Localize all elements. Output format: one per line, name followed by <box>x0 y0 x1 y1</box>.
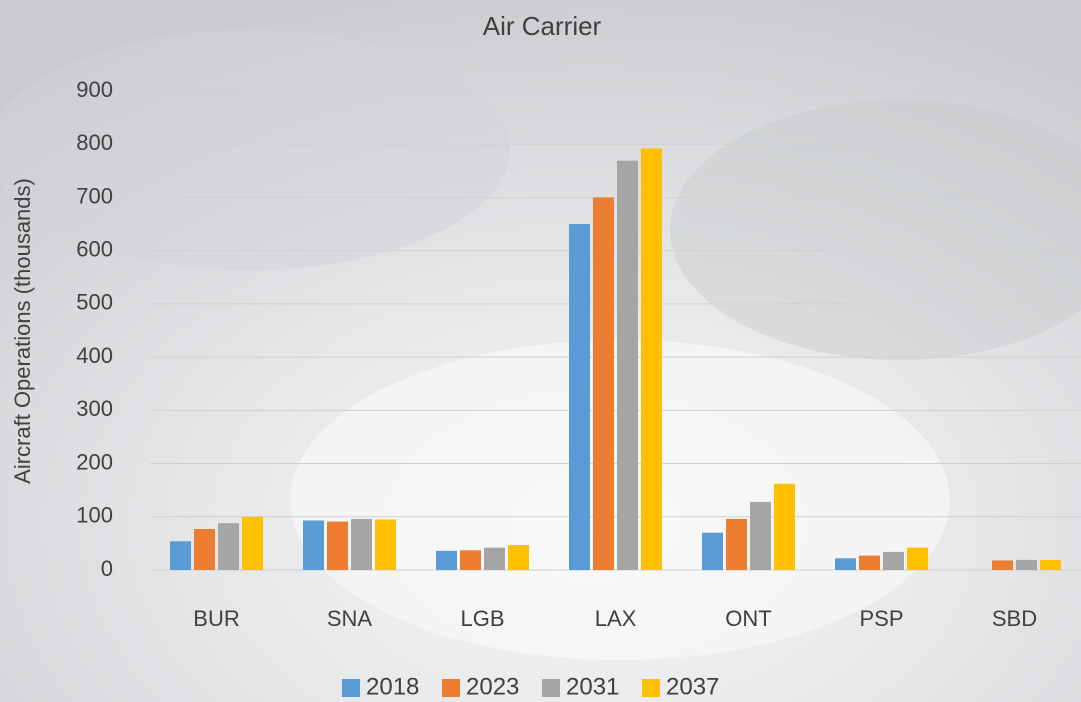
y-tick-label: 300 <box>76 396 113 421</box>
bar <box>641 148 662 570</box>
bar <box>194 529 215 570</box>
bar <box>218 523 239 570</box>
y-tick-label: 100 <box>76 503 113 528</box>
y-tick-label: 200 <box>76 449 113 474</box>
y-tick-label: 600 <box>76 236 113 261</box>
bar <box>460 550 481 570</box>
bar <box>436 551 457 570</box>
bar <box>835 558 856 570</box>
y-tick-label: 400 <box>76 343 113 368</box>
chart: Air Carrier Aircraft Operations (thousan… <box>0 0 1081 702</box>
legend-label: 2023 <box>466 673 519 700</box>
bar <box>569 224 590 570</box>
y-tick-label: 700 <box>76 183 113 208</box>
bar <box>327 522 348 570</box>
bar <box>242 517 263 570</box>
legend-swatch <box>342 679 360 697</box>
bar <box>992 560 1013 570</box>
x-tick-label: LAX <box>595 606 637 631</box>
bar <box>170 541 191 570</box>
bar <box>726 519 747 570</box>
x-tick-label: SBD <box>992 606 1037 631</box>
y-axis-title: Aircraft Operations (thousands) <box>10 178 35 484</box>
y-tick-label: 500 <box>76 290 113 315</box>
bar <box>750 502 771 570</box>
legend-swatch <box>442 679 460 697</box>
y-tick-label: 900 <box>76 77 113 102</box>
x-tick-label: ONT <box>725 606 771 631</box>
legend-label: 2018 <box>366 673 419 700</box>
bar <box>375 519 396 570</box>
x-tick-label: BUR <box>193 606 239 631</box>
legend-swatch <box>542 679 560 697</box>
x-tick-label: SNA <box>327 606 373 631</box>
x-tick-label: LGB <box>460 606 504 631</box>
y-tick-label: 0 <box>101 556 113 581</box>
bar <box>593 197 614 570</box>
bar <box>774 484 795 570</box>
bar <box>702 533 723 570</box>
bar <box>883 552 904 570</box>
legend-label: 2031 <box>566 673 619 700</box>
bar <box>907 548 928 570</box>
bar <box>859 556 880 570</box>
chart-title: Air Carrier <box>483 11 602 41</box>
legend-swatch <box>642 679 660 697</box>
bar <box>303 521 324 570</box>
bar <box>508 545 529 570</box>
bar <box>617 161 638 570</box>
x-tick-label: PSP <box>859 606 903 631</box>
legend-label: 2037 <box>666 673 719 700</box>
bar <box>1040 560 1061 570</box>
bar <box>351 519 372 570</box>
bar <box>1016 560 1037 570</box>
page: {"chart_data": {"type": "bar", "title": … <box>0 0 1081 702</box>
bar <box>484 548 505 570</box>
y-tick-label: 800 <box>76 130 113 155</box>
